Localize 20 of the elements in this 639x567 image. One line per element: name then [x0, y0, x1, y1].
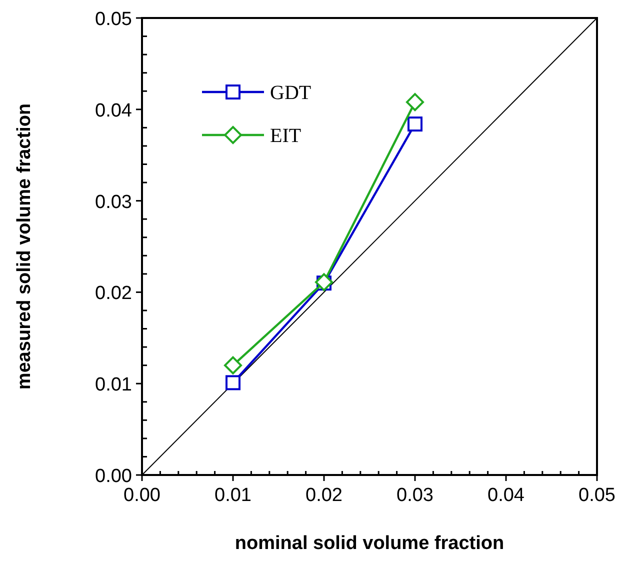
- y-tick-label: 0.04: [95, 100, 132, 122]
- point: [406, 93, 424, 112]
- point: [408, 116, 422, 132]
- x-tick-label: 0.00: [124, 485, 160, 506]
- x-tick-label: 0.05: [578, 485, 616, 506]
- y-tick-label: 0.03: [95, 192, 132, 213]
- y-tick-label: 0.00: [95, 466, 132, 487]
- y-tick-label: 0.01: [95, 374, 132, 396]
- x-tick-label: 0.01: [214, 485, 252, 506]
- x-tick-label: 0.04: [488, 485, 525, 506]
- x-axis-title: nominal solid volume fraction: [234, 533, 504, 554]
- x-tick-label: 0.02: [306, 485, 342, 506]
- x-tick-label: 0.03: [396, 485, 434, 506]
- y-axis-title: measured solid volume fraction: [14, 103, 35, 390]
- legend-label: GDT: [270, 82, 312, 104]
- y-tick-label: 0.05: [95, 9, 132, 30]
- point: [224, 356, 242, 374]
- legend-label: EIT: [270, 125, 302, 147]
- y-tick-label: 0.02: [95, 283, 132, 304]
- point: [226, 375, 240, 390]
